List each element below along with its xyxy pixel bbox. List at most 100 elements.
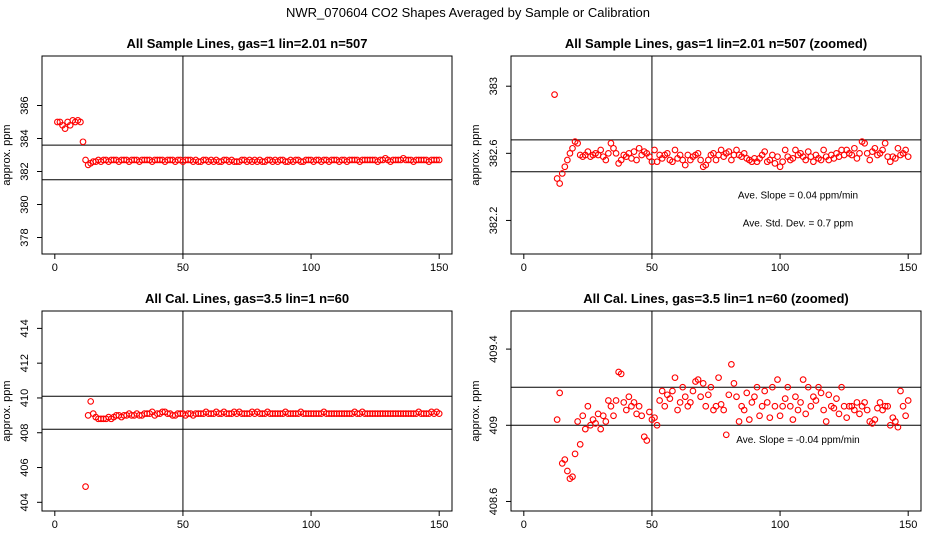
data-point bbox=[786, 402, 794, 410]
plot-frame bbox=[41, 310, 453, 512]
data-point bbox=[558, 170, 566, 177]
data-point bbox=[771, 402, 779, 410]
data-point bbox=[653, 158, 661, 166]
data-point bbox=[856, 149, 863, 157]
data-point bbox=[553, 416, 561, 423]
data-point bbox=[617, 156, 625, 164]
data-point bbox=[740, 149, 748, 157]
data-point bbox=[797, 399, 804, 406]
panel-title: All Sample Lines, gas=1 lin=2.01 n=507 bbox=[127, 36, 368, 51]
y-tick-label: 382.2 bbox=[488, 207, 500, 235]
data-point bbox=[848, 151, 856, 159]
data-point bbox=[863, 406, 871, 414]
data-point bbox=[851, 406, 858, 414]
x-tick-label: 100 bbox=[302, 262, 320, 274]
data-point bbox=[597, 425, 605, 433]
annotation: Ave. Std. Dev. = 0.7 ppm bbox=[743, 218, 854, 229]
data-point bbox=[774, 376, 781, 383]
data-point bbox=[897, 387, 904, 395]
data-point bbox=[435, 410, 443, 417]
data-point bbox=[720, 406, 728, 414]
data-point bbox=[556, 180, 564, 187]
data-point bbox=[638, 412, 646, 420]
data-point bbox=[666, 395, 674, 402]
data-point bbox=[879, 146, 886, 154]
data-point bbox=[776, 412, 784, 420]
data-point bbox=[779, 158, 786, 166]
data-point bbox=[679, 156, 687, 164]
data-point bbox=[779, 402, 786, 410]
data-point bbox=[728, 360, 735, 368]
data-point bbox=[702, 161, 710, 169]
data-point bbox=[830, 404, 838, 412]
data-point bbox=[792, 146, 799, 154]
data-point bbox=[815, 383, 822, 391]
data-point bbox=[551, 91, 558, 98]
data-point bbox=[856, 410, 863, 418]
data-point bbox=[892, 418, 899, 425]
data-point bbox=[674, 406, 681, 414]
data-point bbox=[740, 406, 748, 414]
data-point bbox=[884, 402, 892, 410]
data-point bbox=[763, 399, 771, 406]
data-point bbox=[725, 391, 733, 399]
data-point bbox=[610, 144, 617, 152]
data-point bbox=[635, 402, 643, 410]
y-tick-label: 414 bbox=[19, 319, 31, 337]
plot-frame bbox=[510, 55, 922, 255]
data-point bbox=[704, 156, 712, 164]
data-point bbox=[707, 383, 715, 391]
plot-frame bbox=[510, 310, 922, 512]
panel-title: All Cal. Lines, gas=3.5 lin=1 n=60 bbox=[145, 291, 349, 306]
data-point bbox=[802, 156, 810, 164]
y-tick-label: 410 bbox=[19, 389, 31, 407]
data-point bbox=[656, 397, 663, 404]
data-point bbox=[694, 376, 702, 383]
data-point bbox=[633, 156, 640, 164]
data-point bbox=[620, 399, 628, 406]
panel-title: All Cal. Lines, gas=3.5 lin=1 n=60 (zoom… bbox=[583, 291, 849, 306]
data-point bbox=[581, 425, 589, 433]
y-tick-label: 384 bbox=[19, 129, 31, 147]
data-point bbox=[807, 402, 815, 410]
data-point bbox=[699, 380, 707, 387]
x-tick-label: 100 bbox=[771, 262, 789, 274]
data-point bbox=[820, 146, 827, 154]
data-point bbox=[597, 146, 605, 154]
data-point bbox=[715, 374, 722, 382]
data-point bbox=[871, 416, 879, 423]
data-point bbox=[569, 473, 576, 481]
data-point bbox=[730, 380, 738, 387]
y-axis-label: approx. ppm bbox=[470, 380, 482, 441]
data-point bbox=[881, 139, 889, 147]
data-point bbox=[776, 163, 784, 171]
data-point bbox=[82, 483, 89, 491]
x-tick-label: 150 bbox=[430, 519, 448, 531]
data-point bbox=[845, 402, 853, 410]
data-point bbox=[54, 118, 61, 126]
data-point bbox=[694, 149, 702, 157]
data-point bbox=[61, 125, 69, 132]
data-point bbox=[702, 402, 710, 410]
data-point bbox=[781, 146, 789, 154]
data-point bbox=[789, 416, 797, 423]
data-point bbox=[566, 149, 574, 157]
data-point bbox=[766, 156, 774, 164]
y-axis-label: approx. ppm bbox=[1, 124, 13, 185]
data-point bbox=[781, 395, 789, 402]
data-point bbox=[904, 153, 912, 161]
data-point bbox=[825, 391, 833, 399]
data-point bbox=[853, 399, 861, 406]
data-point bbox=[617, 370, 625, 378]
x-tick-label: 0 bbox=[521, 262, 527, 274]
data-point bbox=[681, 393, 689, 401]
panel-sample-lines: All Sample Lines, gas=1 lin=2.01 n=507 0 5… bbox=[1, 36, 453, 274]
data-point bbox=[661, 402, 669, 410]
data-point bbox=[892, 155, 899, 162]
y-tick-label: 409.4 bbox=[488, 335, 500, 363]
data-point bbox=[784, 383, 792, 391]
data-point bbox=[653, 421, 661, 429]
data-point bbox=[833, 395, 840, 402]
y-tick-label: 408.6 bbox=[488, 488, 500, 516]
